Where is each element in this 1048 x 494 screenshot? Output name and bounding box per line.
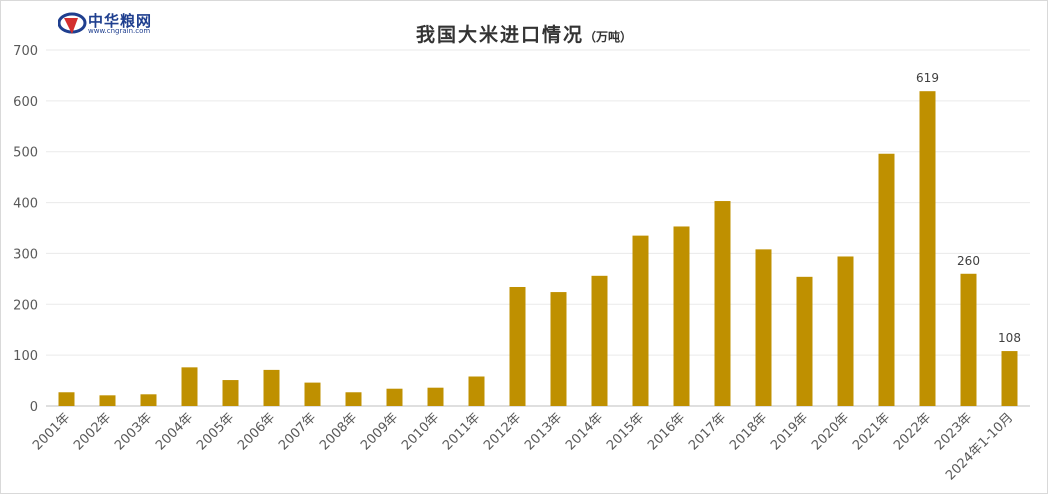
- chart-unit: （万吨）: [584, 30, 633, 44]
- x-tick-label: 2004年: [153, 410, 196, 453]
- x-tick-label: 2008年: [317, 410, 360, 453]
- chart-title-text: 我国大米进口情况: [415, 24, 584, 46]
- bar: [632, 235, 649, 406]
- x-tick-label: 2006年: [235, 410, 278, 453]
- logo-name: 中华粮网: [88, 12, 153, 30]
- bar: [304, 382, 321, 406]
- bar: [468, 376, 485, 406]
- bar: [140, 394, 157, 406]
- bar: [837, 256, 854, 406]
- x-tick-label: 2014年: [563, 410, 606, 453]
- x-tick-label: 2007年: [276, 410, 319, 453]
- logo-url: www.cngrain.com: [88, 27, 151, 35]
- bar: [550, 292, 567, 406]
- bar: [960, 273, 977, 406]
- x-tick-label: 2010年: [399, 410, 442, 453]
- x-tick-label: 2001年: [30, 410, 73, 453]
- bar: [919, 91, 936, 407]
- y-tick-label: 0: [30, 400, 38, 415]
- bar: [714, 201, 731, 406]
- bar: [263, 369, 280, 406]
- x-tick-label: 2013年: [522, 410, 565, 453]
- bar: [1001, 351, 1018, 406]
- y-tick-label: 600: [13, 95, 38, 110]
- y-tick-label: 400: [13, 197, 38, 212]
- bar: [222, 380, 239, 406]
- x-tick-label: 2015年: [604, 410, 647, 453]
- x-tick-label: 2005年: [194, 410, 237, 453]
- bar: [345, 392, 362, 406]
- x-tick-label: 2021年: [850, 410, 893, 453]
- x-tick-label: 2017年: [686, 410, 729, 453]
- bar: [509, 286, 526, 406]
- data-label: 260: [957, 254, 980, 268]
- x-tick-label: 2022年: [891, 410, 934, 453]
- cngrain-logo-icon: [58, 12, 87, 34]
- y-tick-label: 300: [13, 247, 38, 262]
- bar: [427, 387, 444, 406]
- y-tick-label: 200: [13, 298, 38, 313]
- bar: [755, 249, 772, 406]
- bar: [878, 153, 895, 406]
- chart-title: 我国大米进口情况（万吨）: [0, 20, 1048, 47]
- bar: [591, 275, 608, 406]
- x-tick-label: 2016年: [645, 410, 688, 453]
- x-tick-label: 2003年: [112, 410, 155, 453]
- data-label: 619: [916, 71, 939, 85]
- x-tick-label: 2018年: [727, 410, 770, 453]
- bar: [673, 226, 690, 406]
- bar: [796, 276, 813, 406]
- x-tick-label: 2011年: [440, 410, 483, 453]
- x-tick-label: 2002年: [71, 410, 114, 453]
- y-tick-label: 700: [13, 44, 38, 59]
- y-tick-label: 100: [13, 349, 38, 364]
- bar: [99, 395, 116, 406]
- bar: [58, 392, 75, 406]
- x-tick-label: 2012年: [481, 410, 524, 453]
- x-tick-label: 2009年: [358, 410, 401, 453]
- y-tick-label: 500: [13, 146, 38, 161]
- x-tick-label: 2019年: [768, 410, 811, 453]
- bar: [386, 388, 403, 406]
- bar: [181, 367, 198, 406]
- data-label: 108: [998, 331, 1021, 345]
- x-tick-label: 2020年: [809, 410, 852, 453]
